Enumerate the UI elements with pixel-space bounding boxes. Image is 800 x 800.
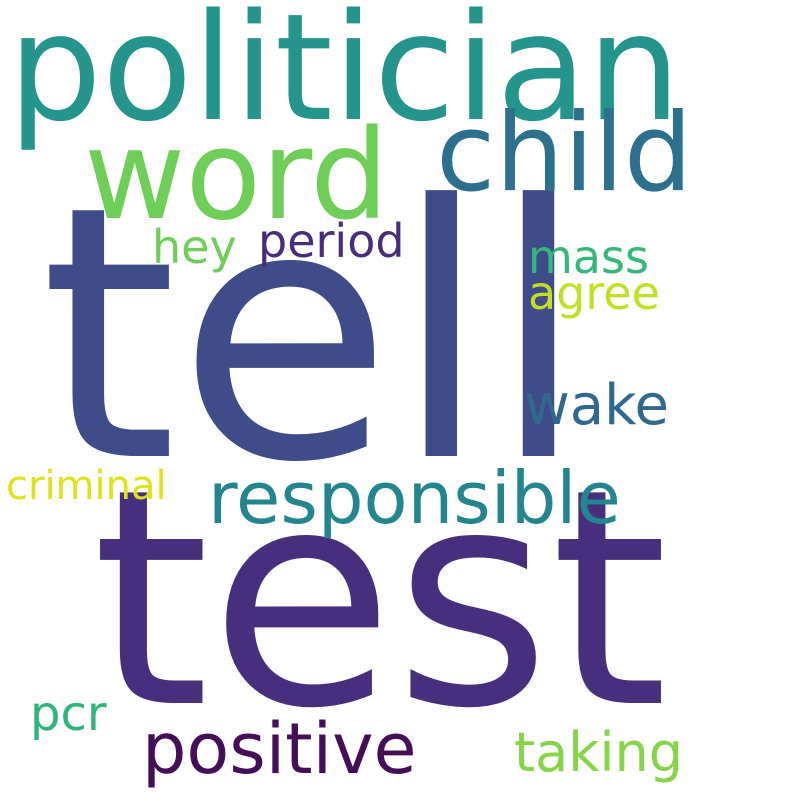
word-responsible: responsible — [208, 456, 621, 540]
word-mass: mass — [528, 230, 649, 284]
word-test: test — [92, 425, 669, 774]
word-taking: taking — [514, 721, 684, 784]
word-agree: agree — [528, 266, 660, 320]
word-word: word — [84, 104, 389, 248]
word-hey: hey — [152, 220, 237, 274]
word-politician: politician — [8, 0, 681, 154]
word-positive: positive — [142, 708, 417, 790]
word-wake: wake — [524, 373, 670, 438]
word-pcr: pcr — [30, 686, 107, 742]
word-child: child — [436, 91, 693, 216]
word-period: period — [258, 214, 405, 268]
word-tell: tell — [40, 131, 588, 539]
word-criminal: criminal — [6, 463, 167, 509]
